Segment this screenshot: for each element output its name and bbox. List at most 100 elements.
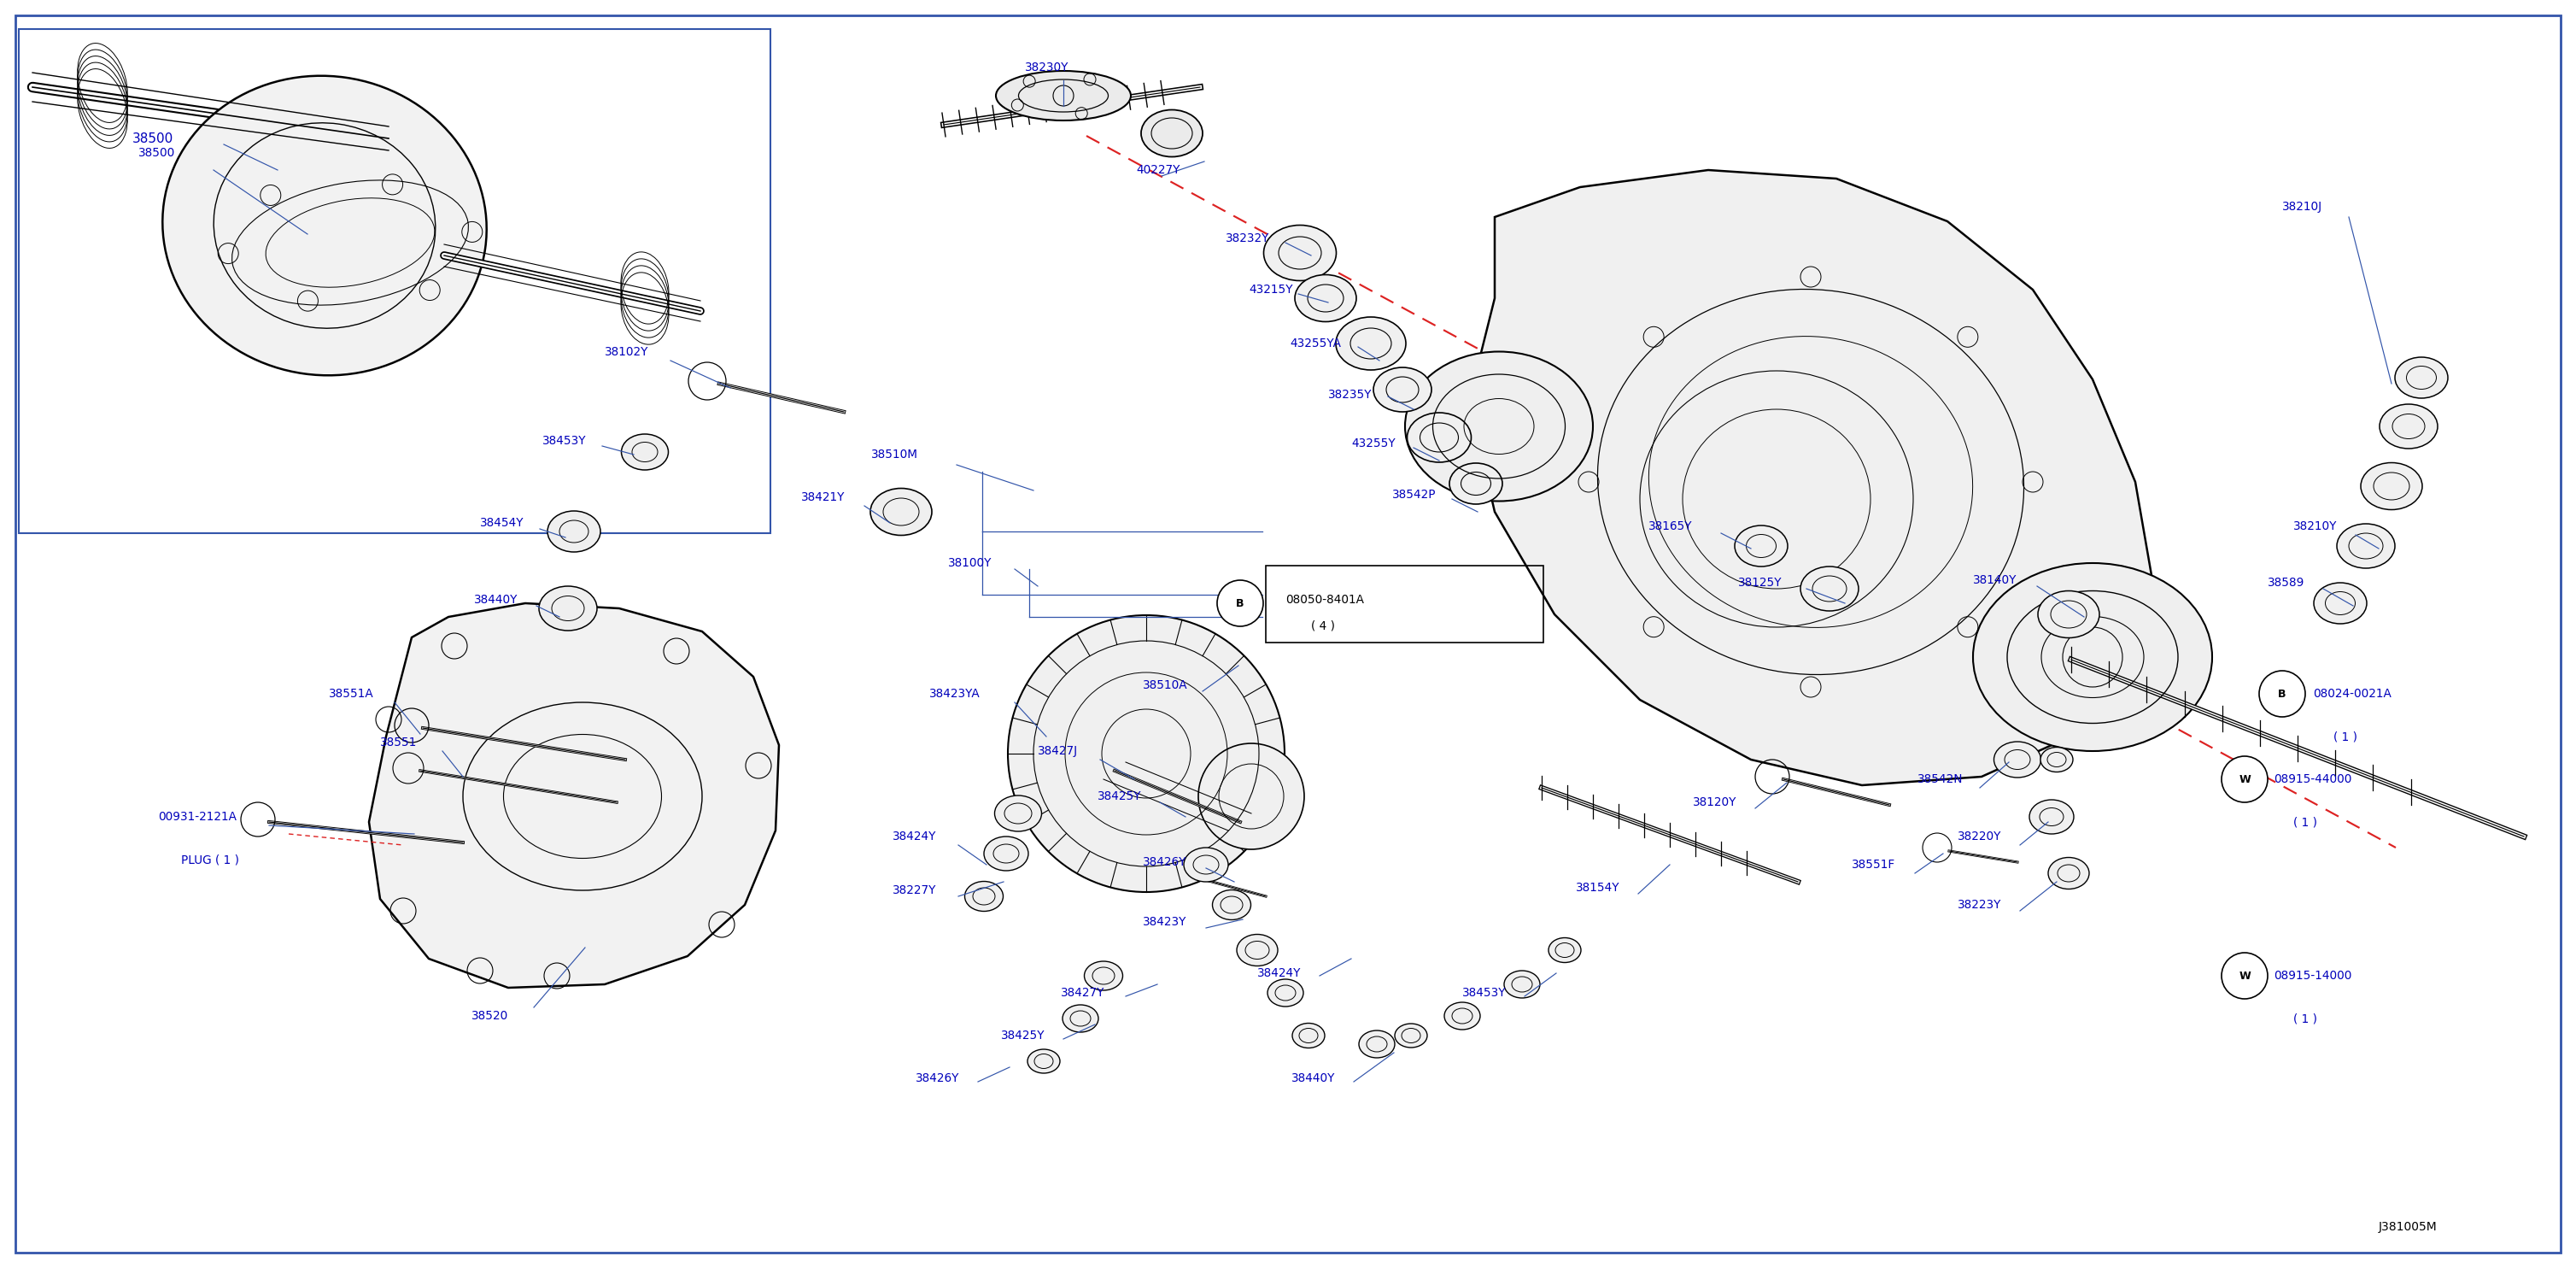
Text: 38421Y: 38421Y: [801, 491, 845, 503]
Text: 38423Y: 38423Y: [1144, 915, 1188, 928]
Text: 38120Y: 38120Y: [1692, 796, 1736, 808]
Ellipse shape: [2048, 857, 2089, 889]
Ellipse shape: [2360, 463, 2421, 510]
Ellipse shape: [1445, 1002, 1481, 1030]
Text: 38440Y: 38440Y: [474, 593, 518, 606]
Ellipse shape: [2030, 800, 2074, 834]
Ellipse shape: [621, 434, 667, 470]
Text: 38454Y: 38454Y: [479, 517, 523, 529]
Text: ( 4 ): ( 4 ): [1311, 620, 1334, 631]
Text: 38232Y: 38232Y: [1226, 232, 1270, 245]
Text: PLUG ( 1 ): PLUG ( 1 ): [180, 853, 240, 866]
Circle shape: [2221, 756, 2267, 803]
Ellipse shape: [538, 586, 598, 630]
Text: 38551F: 38551F: [1852, 858, 1896, 871]
Ellipse shape: [984, 837, 1028, 871]
Ellipse shape: [1213, 890, 1252, 919]
Ellipse shape: [997, 71, 1131, 120]
Text: 08915-14000: 08915-14000: [2275, 970, 2352, 981]
Text: 38500: 38500: [139, 147, 175, 158]
Text: 38210Y: 38210Y: [2293, 520, 2336, 533]
Text: 38230Y: 38230Y: [1025, 62, 1069, 74]
Text: 43255Y: 43255Y: [1352, 437, 1396, 449]
Ellipse shape: [1450, 463, 1502, 505]
Ellipse shape: [1973, 563, 2213, 751]
Ellipse shape: [549, 511, 600, 552]
Ellipse shape: [1337, 317, 1406, 370]
Ellipse shape: [2336, 524, 2396, 568]
Text: 38589: 38589: [2267, 577, 2306, 588]
Text: B: B: [1236, 597, 1244, 609]
Ellipse shape: [1394, 1023, 1427, 1047]
Text: ( 1 ): ( 1 ): [2293, 1013, 2318, 1025]
Text: 38542N: 38542N: [1917, 773, 1963, 785]
Ellipse shape: [994, 795, 1041, 832]
Circle shape: [1007, 615, 1285, 893]
Ellipse shape: [1994, 742, 2040, 777]
Text: ( 1 ): ( 1 ): [2334, 730, 2357, 743]
Ellipse shape: [871, 488, 933, 535]
Ellipse shape: [1265, 226, 1337, 280]
Text: 38424Y: 38424Y: [1257, 967, 1301, 979]
Text: 08050-8401A: 08050-8401A: [1285, 593, 1365, 606]
Text: 38125Y: 38125Y: [1739, 577, 1783, 588]
Text: 38510A: 38510A: [1144, 680, 1188, 691]
Circle shape: [1198, 743, 1303, 850]
Ellipse shape: [2396, 358, 2447, 398]
Text: 38165Y: 38165Y: [1649, 520, 1692, 533]
Polygon shape: [1468, 170, 2154, 785]
Ellipse shape: [1801, 567, 1857, 611]
Text: 38235Y: 38235Y: [1329, 389, 1373, 401]
Text: 38154Y: 38154Y: [1577, 881, 1620, 894]
Ellipse shape: [2313, 583, 2367, 624]
Ellipse shape: [2038, 591, 2099, 638]
Text: 38510M: 38510M: [871, 449, 917, 460]
Text: 38425Y: 38425Y: [1097, 790, 1141, 803]
Text: 38551A: 38551A: [330, 687, 374, 700]
Text: J381005M: J381005M: [2378, 1221, 2437, 1232]
Text: 38220Y: 38220Y: [1958, 831, 2002, 842]
Text: 38500: 38500: [131, 132, 173, 145]
Polygon shape: [368, 604, 778, 988]
Ellipse shape: [1267, 979, 1303, 1007]
Text: 38453Y: 38453Y: [1463, 987, 1507, 999]
Ellipse shape: [1734, 525, 1788, 567]
Text: 38140Y: 38140Y: [1973, 574, 2017, 586]
Bar: [18, 29, 770, 533]
Text: B: B: [2277, 689, 2287, 700]
Text: 38424Y: 38424Y: [891, 831, 938, 842]
Ellipse shape: [1504, 970, 1540, 998]
Text: 38425Y: 38425Y: [1002, 1030, 1046, 1041]
Text: 38520: 38520: [471, 1009, 507, 1022]
Text: 43215Y: 43215Y: [1249, 284, 1293, 295]
Text: W: W: [2239, 970, 2251, 981]
Text: 38440Y: 38440Y: [1291, 1073, 1334, 1084]
Ellipse shape: [1406, 412, 1471, 463]
Text: 38453Y: 38453Y: [544, 435, 587, 446]
Ellipse shape: [1185, 847, 1229, 881]
Ellipse shape: [1548, 938, 1582, 962]
Circle shape: [2221, 952, 2267, 999]
Text: 08024-0021A: 08024-0021A: [2313, 687, 2391, 700]
Text: 38100Y: 38100Y: [948, 557, 992, 569]
Text: 38426Y: 38426Y: [1144, 856, 1188, 869]
Ellipse shape: [2380, 404, 2437, 449]
Ellipse shape: [1141, 110, 1203, 157]
Text: 38227Y: 38227Y: [891, 884, 938, 896]
Text: W: W: [2239, 773, 2251, 785]
Text: 38426Y: 38426Y: [914, 1073, 958, 1084]
Ellipse shape: [162, 76, 487, 375]
Text: 40227Y: 40227Y: [1136, 164, 1180, 176]
Text: 00931-2121A: 00931-2121A: [157, 810, 237, 823]
Text: 08915-44000: 08915-44000: [2275, 773, 2352, 785]
Bar: [1265, 566, 1543, 643]
Text: 38102Y: 38102Y: [605, 346, 649, 358]
Ellipse shape: [1293, 1023, 1324, 1047]
Ellipse shape: [1061, 1004, 1097, 1032]
Ellipse shape: [1296, 275, 1358, 322]
Text: 38423YA: 38423YA: [930, 687, 981, 700]
Text: 38223Y: 38223Y: [1958, 899, 2002, 910]
Circle shape: [2259, 671, 2306, 716]
Ellipse shape: [2040, 747, 2074, 772]
Ellipse shape: [1360, 1031, 1394, 1058]
